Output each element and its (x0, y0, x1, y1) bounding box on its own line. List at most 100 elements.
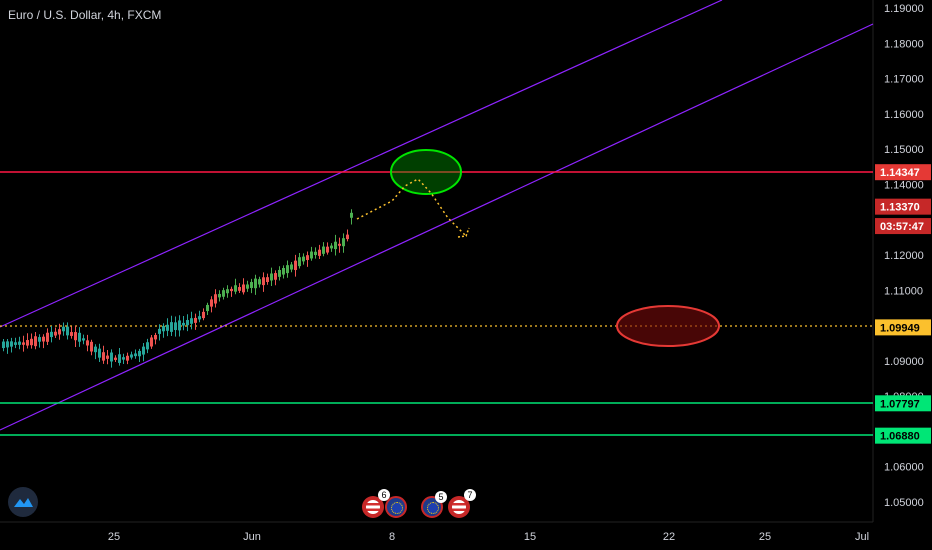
event-badge-count: 7 (464, 489, 476, 501)
candle-body (226, 289, 229, 294)
candle-body (134, 353, 137, 357)
candle-body (286, 265, 289, 274)
candle-body (2, 341, 5, 349)
candle-body (174, 322, 177, 331)
target-ellipse-green[interactable] (390, 149, 462, 195)
candle-body (78, 332, 81, 342)
time-tick-label: 22 (663, 531, 675, 543)
candle-body (346, 234, 349, 240)
candle-body (242, 284, 245, 293)
candle-body (290, 264, 293, 270)
candle-body (338, 243, 341, 246)
candle-body (254, 278, 257, 289)
candle-body (94, 346, 97, 353)
price-tag-label: 1.06880 (880, 431, 920, 443)
price-tick-label: 1.06000 (884, 462, 924, 474)
candle-body (294, 260, 297, 271)
candle-body (26, 340, 29, 346)
candle-body (90, 341, 93, 352)
time-tick-label: Jul (855, 531, 869, 543)
candle-body (334, 241, 337, 250)
candle-body (350, 212, 353, 218)
us-flag-icon (366, 500, 380, 514)
time-axis[interactable]: 25 Jun 8 15 22 25 Jul (108, 531, 869, 543)
candle-body (282, 267, 285, 275)
projection-arrow-head (457, 227, 470, 238)
candle-body (30, 338, 33, 346)
candle-body (42, 336, 45, 342)
candle-body (10, 341, 13, 347)
candle-body (166, 324, 169, 331)
candle-body (214, 294, 217, 304)
time-tick-label: Jun (243, 531, 261, 543)
candle-body (54, 331, 57, 336)
candlestick-series (2, 209, 353, 368)
candle-body (310, 251, 313, 259)
candle-body (302, 256, 305, 262)
price-tick-label: 1.11000 (884, 285, 923, 297)
candle-body (66, 326, 69, 336)
candle-body (326, 246, 329, 253)
candle-body (106, 355, 109, 359)
eu-flag-icon (391, 502, 403, 514)
candle-body (330, 245, 333, 249)
candle-body (202, 311, 205, 319)
candle-body (190, 318, 193, 324)
candle-body (230, 288, 233, 292)
candle-body (126, 355, 129, 361)
event-marker-4[interactable]: 7 (448, 489, 476, 518)
us-flag-icon (452, 500, 466, 514)
candle-body (146, 342, 149, 350)
candle-body (102, 352, 105, 361)
event-badge-count: 5 (435, 491, 447, 503)
candle-body (178, 320, 181, 331)
candle-body (110, 352, 113, 362)
candle-body (278, 269, 281, 277)
price-tick-label: 1.16000 (884, 109, 924, 121)
symbol-title: Euro / U.S. Dollar, 4h, FXCM (8, 8, 162, 22)
candle-body (182, 322, 185, 326)
candle-body (34, 336, 37, 347)
price-tags: 1.14347 1.13370 03:57:47 1.09949 1.07797 1.06… (875, 164, 931, 444)
candle-body (22, 342, 25, 345)
price-tag-box (875, 164, 931, 181)
candle-body (130, 354, 133, 358)
candle-body (142, 346, 145, 355)
candle-body (322, 246, 325, 254)
event-marker-2[interactable] (385, 496, 407, 518)
event-marker-3[interactable]: 5 (421, 491, 447, 518)
candle-body (62, 326, 65, 332)
candle-body (170, 322, 173, 332)
candle-body (14, 342, 17, 345)
candle-body (18, 341, 21, 345)
candle-body (270, 273, 273, 281)
price-tag-box (875, 218, 931, 235)
candle-body (314, 251, 317, 256)
channel-upper-line[interactable] (0, 0, 723, 328)
price-tag-label: 1.14347 (880, 167, 920, 179)
candle-body (118, 354, 121, 363)
price-tick-label: 1.19000 (884, 3, 924, 15)
price-tag-box (875, 427, 931, 444)
candle-body (86, 340, 89, 346)
candle-body (222, 290, 225, 297)
channel-lower-line[interactable] (0, 23, 874, 431)
candle-body (186, 320, 189, 326)
candle-body (138, 350, 141, 357)
time-tick-label: 15 (524, 531, 536, 543)
candle-body (306, 255, 309, 261)
candle-body (58, 329, 61, 335)
candle-body (318, 249, 321, 256)
tradingview-logo-icon[interactable] (8, 487, 38, 517)
candle-body (154, 334, 157, 340)
target-ellipse-red[interactable] (616, 305, 720, 347)
price-tick-label: 1.14000 (884, 179, 924, 191)
price-tick-label: 1.05000 (884, 497, 924, 509)
candle-body (238, 287, 241, 291)
price-tick-label: 1.17000 (884, 74, 924, 86)
event-marker-1[interactable]: 6 (362, 489, 390, 518)
time-tick-label: 25 (108, 531, 120, 543)
event-badge-count: 6 (378, 489, 390, 501)
